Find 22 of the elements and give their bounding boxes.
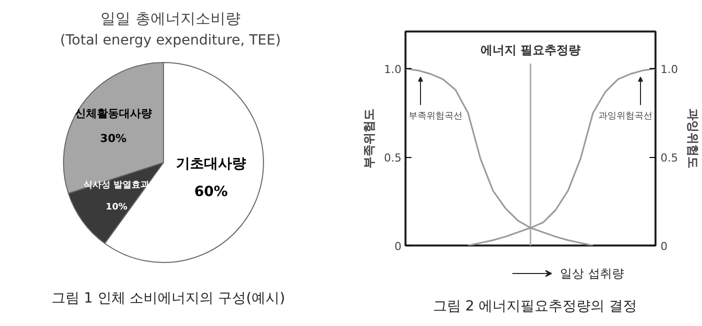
caption: 그림 1 인체 소비에너지의 구성(예시) <box>51 290 286 306</box>
y2-axis-title: 과잉위험도 <box>686 108 700 168</box>
y2-tick-label: 1.0 <box>660 63 678 76</box>
y-tick-label: 0 <box>394 240 402 253</box>
data-label: 60% <box>194 184 228 200</box>
slice-label: 식사성 발열효과 <box>84 180 150 191</box>
data-label: 10% <box>106 202 128 213</box>
y2-tick-label: 0.5 <box>660 152 678 165</box>
y-tick-label: 0.5 <box>384 152 402 165</box>
data-label: 30% <box>100 132 127 146</box>
slice-label: 신체활동대사량 <box>74 107 152 120</box>
x-axis-title: 일상 섭취량 <box>560 266 624 280</box>
series-label: 부족위험곡선 <box>408 111 462 122</box>
caption: 그림 2 에너지필요추정량의 결정 <box>432 298 638 314</box>
series-label: 과잉위험곡선 <box>598 111 652 122</box>
chart-title: 일일 총에너지소비량 <box>100 10 240 28</box>
y-tick-label: 1.0 <box>384 63 402 76</box>
y-axis-title: 부족위험도 <box>362 108 376 168</box>
slice-label: 기초대사량 <box>176 156 246 172</box>
chart-subtitle: (Total energy expenditure, TEE) <box>60 32 281 48</box>
y2-tick-label: 0 <box>660 240 668 253</box>
annotation: 에너지 필요추정량 <box>480 43 581 58</box>
